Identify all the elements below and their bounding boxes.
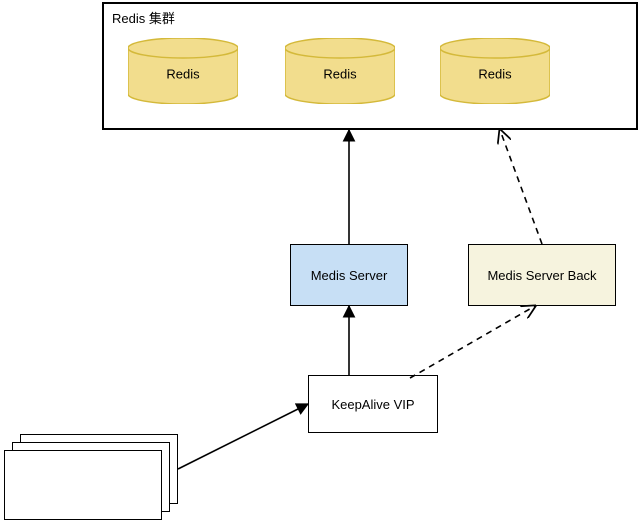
- client-card-back: [4, 450, 162, 520]
- keepalive-vip-box-label: KeepAlive VIP: [331, 397, 414, 412]
- edge-client_right-to-keepalive_left: [178, 404, 308, 469]
- keepalive-vip-box: KeepAlive VIP: [308, 375, 438, 433]
- edge-keepalive_tr-to-medis_back_bottom: [410, 306, 535, 378]
- redis-cylinder-label: Redis: [440, 67, 550, 82]
- medis-server-box-label: Medis Server: [311, 268, 388, 283]
- medis-server-back-box-label: Medis Server Back: [487, 268, 596, 283]
- edge-medis_back_top-to-cluster_bottom_r: [500, 130, 542, 244]
- medis-server-box: Medis Server: [290, 244, 408, 306]
- redis-cluster-title: Redis 集群: [112, 8, 175, 27]
- medis-server-back-box: Medis Server Back: [468, 244, 616, 306]
- redis-cylinder: Redis: [285, 38, 395, 104]
- redis-cylinder: Redis: [128, 38, 238, 104]
- redis-cylinder: Redis: [440, 38, 550, 104]
- redis-cylinder-label: Redis: [285, 67, 395, 82]
- redis-cylinder-label: Redis: [128, 67, 238, 82]
